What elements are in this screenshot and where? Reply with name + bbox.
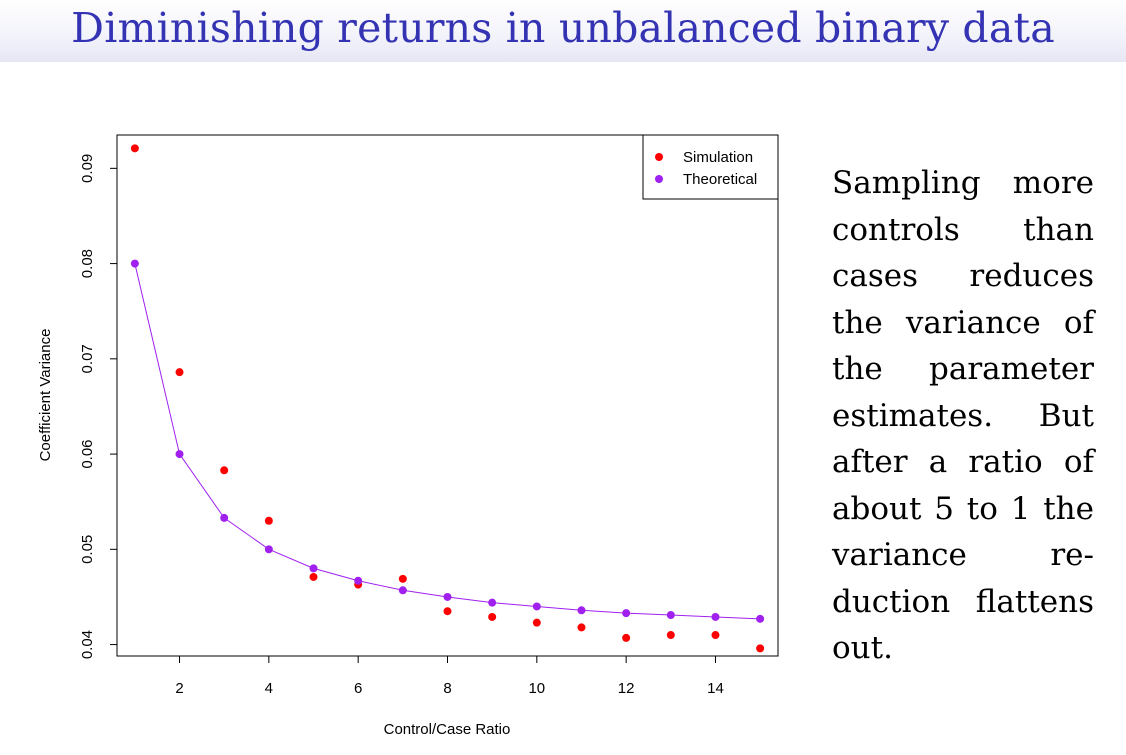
theoretical-point [220,513,229,522]
legend: Simulation Theoretical [642,134,779,200]
variance-chart: 2 4 6 8 10 12 14 0.04 0.05 0.06 0.07 0.08 0.09 Cont… [37,134,779,738]
x-tick-label: 8 [443,680,451,697]
plot-frame [116,134,779,657]
simulation-point [175,368,184,377]
theoretical-point [175,450,184,459]
x-axis-label: Control/Case Ratio [384,721,511,738]
legend-label-theoretical: Theoretical [683,171,757,188]
theoretical-point [756,614,765,623]
theoretical-point [577,606,586,615]
legend-marker-simulation [655,153,663,161]
theoretical-point [354,576,363,585]
y-tick-label: 0.04 [79,630,96,659]
theoretical-point [622,609,631,618]
simulation-point [532,618,541,627]
theoretical-point [130,259,139,268]
simulation-point [666,631,675,640]
theoretical-point [711,612,720,621]
theoretical-curve [134,263,761,620]
y-axis-label: Coefficient Variance [37,329,54,462]
simulation-point [130,144,139,153]
simulation-point [220,466,229,475]
simulation-point [711,631,720,640]
theoretical-point [264,545,273,554]
slide-title: Diminishing returns in unbalanced binary… [71,4,1055,52]
x-tick-label: 10 [528,680,545,697]
legend-box [642,134,779,200]
simulation-point [756,644,765,653]
simulation-point [622,633,631,642]
theoretical-point [666,611,675,620]
simulation-point [443,607,452,616]
y-tick-label: 0.08 [79,249,96,278]
theoretical-point [398,586,407,595]
simulation-point [488,612,497,621]
simulation-point [398,574,407,583]
theoretical-point [309,564,318,573]
y-tick-label: 0.09 [79,154,96,183]
simulation-point [577,623,586,632]
slide-body-text: Sampling more controls than cases reduce… [832,165,1094,666]
x-tick-label: 6 [354,680,362,697]
x-axis: 2 4 6 8 10 12 14 [175,656,724,697]
theoretical-point [443,592,452,601]
legend-marker-theoretical [655,175,663,183]
x-tick-label: 14 [707,680,724,697]
theoretical-point [488,598,497,607]
title-bar [0,0,1126,62]
y-tick-label: 0.07 [79,344,96,373]
legend-label-simulation: Simulation [683,149,753,166]
x-tick-label: 12 [618,680,635,697]
x-tick-label: 2 [175,680,183,697]
y-tick-label: 0.06 [79,439,96,468]
simulation-point [309,572,318,581]
y-tick-label: 0.05 [79,535,96,564]
simulation-point [264,516,273,525]
x-tick-label: 4 [265,680,273,697]
series-layer [130,144,765,653]
y-axis: 0.04 0.05 0.06 0.07 0.08 0.09 [79,154,117,659]
theoretical-point [532,602,541,611]
